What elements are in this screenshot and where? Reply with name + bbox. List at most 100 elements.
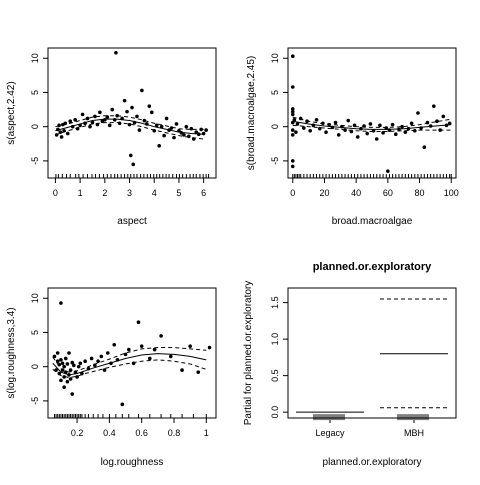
y-tick-label: -5 — [30, 157, 40, 165]
y-tick-label: 0 — [30, 124, 40, 129]
partial-residual-point — [294, 130, 298, 134]
y-tick-label: 10 — [30, 53, 40, 63]
partial-residual-point — [432, 104, 436, 108]
y-axis-label: s(broad.macroalgae,2.45) — [246, 56, 257, 171]
partial-residual-point — [390, 122, 395, 127]
partial-residual-point — [59, 378, 63, 383]
y-tick-label: 10 — [270, 53, 280, 63]
partial-residual-point — [333, 120, 338, 125]
x-tick-label: MBH — [404, 428, 424, 438]
x-tick-label: 0.8 — [168, 428, 181, 438]
ci-upper-line — [55, 115, 204, 130]
partial-residual-point — [65, 362, 70, 366]
x-tick-label: 0.2 — [71, 428, 84, 438]
panel-marks — [54, 50, 210, 178]
partial-residual-point — [159, 124, 164, 129]
partial-residual-point — [72, 363, 76, 368]
partial-residual-point — [65, 131, 70, 136]
partial-residual-point — [59, 135, 64, 139]
partial-residual-point — [99, 354, 104, 359]
partial-residual-point — [70, 392, 75, 396]
x-tick-label: 40 — [351, 188, 361, 198]
ci-upper-line — [52, 347, 207, 373]
partial-residual-point — [204, 128, 208, 132]
partial-residual-point — [102, 368, 107, 372]
partial-residual-point — [93, 114, 97, 119]
y-tick-label: 10 — [30, 293, 40, 303]
smooth-fit-line — [52, 353, 207, 376]
x-axis-label: broad.macroalgae — [332, 216, 413, 227]
partial-residual-point — [290, 109, 295, 114]
partial-residual-point — [55, 351, 60, 355]
x-tick-label: 100 — [444, 188, 459, 198]
panel-marks — [52, 301, 212, 418]
y-axis-label: s(aspect,2.42) — [6, 81, 17, 144]
partial-residual-point — [368, 122, 373, 126]
partial-residual-point — [196, 370, 201, 374]
x-tick-label: 0 — [53, 188, 58, 198]
partial-residual-point — [152, 347, 157, 352]
plot-frame — [287, 287, 457, 419]
x-tick-label: 2 — [102, 188, 107, 198]
partial-residual-point — [290, 159, 295, 163]
partial-residual-point — [336, 133, 341, 137]
y-tick-label: 5 — [270, 90, 280, 95]
partial-residual-point — [68, 368, 73, 372]
partial-residual-point — [107, 123, 112, 128]
partial-residual-point — [290, 133, 295, 137]
partial-residual-point — [142, 118, 147, 123]
partial-residual-point — [290, 54, 295, 59]
partial-residual-point — [154, 123, 159, 128]
partial-residual-point — [114, 50, 118, 55]
y-tick-label: 0.5 — [270, 369, 280, 382]
partial-residual-point — [317, 126, 322, 131]
partial-residual-point — [131, 162, 136, 167]
partial-residual-point — [126, 347, 131, 352]
partial-residual-point — [422, 145, 427, 150]
y-tick-label: 5 — [30, 330, 40, 335]
partial-residual-point — [62, 364, 66, 369]
partial-residual-point — [105, 351, 110, 355]
panel-aspect: 0 1 2 3 4 5 6 -5 0 5 10 aspect s(aspect,2.42) — [6, 47, 217, 227]
partial-residual-point — [135, 114, 139, 119]
partial-residual-point — [164, 116, 169, 121]
x-tick-label: 0 — [290, 188, 295, 198]
partial-residual-point — [355, 135, 360, 139]
plot-frame — [287, 47, 457, 179]
y-tick-label: 1.0 — [270, 333, 280, 346]
x-tick-label: 6 — [201, 188, 206, 198]
partial-residual-point — [63, 356, 68, 361]
partial-residual-point — [180, 368, 184, 372]
partial-residual-point — [157, 144, 161, 148]
partial-residual-point — [62, 375, 66, 379]
partial-residual-point — [122, 98, 127, 103]
partial-residual-point — [168, 354, 173, 359]
partial-residual-point — [308, 128, 312, 133]
y-axis-label: s(log.roughness,3.4) — [6, 307, 17, 398]
ci-lower-line — [52, 359, 207, 379]
partial-residual-point — [184, 124, 189, 129]
partial-residual-point — [409, 121, 414, 126]
x-tick-label: Legacy — [315, 428, 345, 438]
smooth-fit-line — [292, 120, 452, 130]
partial-residual-point — [63, 121, 68, 126]
partial-residual-point — [172, 135, 176, 140]
plot-frame — [47, 47, 217, 179]
x-tick-label: 5 — [176, 188, 181, 198]
partial-residual-point — [147, 104, 152, 108]
partial-residual-point — [136, 320, 141, 325]
partial-residual-point — [75, 375, 79, 379]
plot-frame — [47, 287, 217, 419]
partial-residual-point — [386, 169, 390, 173]
partial-residual-point — [174, 122, 179, 126]
y-axis-label: Partial for planned.or.exploratory — [243, 281, 254, 426]
ci-lower-line — [55, 122, 204, 140]
axis-ticks: 0 20 40 60 80 100 -5 0 5 10 — [270, 53, 459, 198]
partial-residual-point — [290, 164, 295, 169]
partial-residual-point — [194, 130, 199, 134]
partial-residual-point — [83, 359, 87, 364]
partial-residual-point — [207, 345, 212, 350]
ci-lower-line — [292, 124, 452, 132]
partial-residual-point — [400, 124, 404, 129]
